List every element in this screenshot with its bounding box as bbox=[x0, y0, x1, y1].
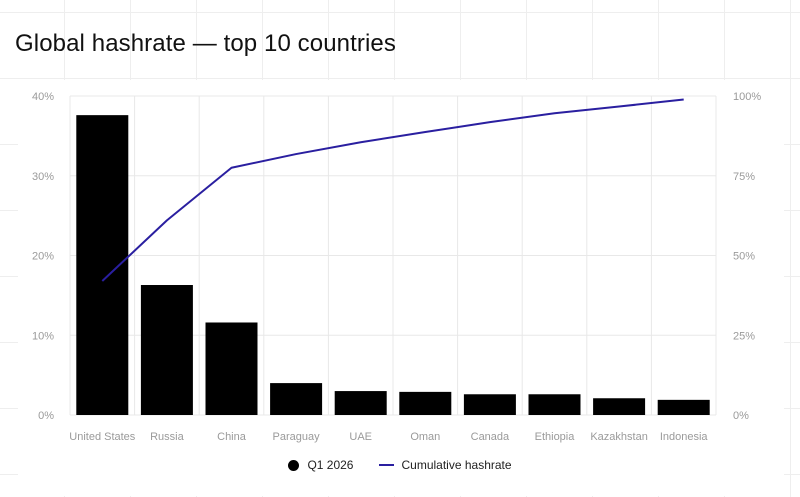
y-right-tick-label: 75% bbox=[733, 171, 755, 183]
bar bbox=[593, 398, 646, 415]
bars bbox=[76, 115, 710, 415]
y-left-tick-label: 30% bbox=[32, 171, 54, 183]
cumulative-points bbox=[102, 99, 684, 282]
chart-title: Global hashrate — top 10 countries bbox=[15, 30, 396, 57]
legend-label-q1: Q1 2026 bbox=[307, 458, 354, 472]
x-tick-label: Kazakhstan bbox=[590, 431, 647, 443]
y-left-tick-label: 20% bbox=[32, 251, 54, 263]
x-tick-label: Oman bbox=[410, 431, 440, 443]
bar bbox=[205, 322, 258, 415]
y-left-tick-label: 0% bbox=[38, 410, 54, 422]
y-left-tick-labels: 0% 10% 20% 30% 40% bbox=[32, 91, 54, 422]
bar bbox=[140, 285, 193, 415]
x-tick-label: China bbox=[217, 431, 247, 443]
bar bbox=[399, 391, 452, 415]
x-tick-label: Russia bbox=[150, 431, 185, 443]
bar bbox=[463, 394, 516, 415]
x-tick-label: Paraguay bbox=[273, 431, 321, 443]
y-right-tick-label: 0% bbox=[733, 410, 749, 422]
legend-line-icon bbox=[379, 464, 395, 466]
legend-dot-icon bbox=[288, 459, 300, 471]
bar bbox=[334, 391, 387, 415]
bar bbox=[270, 383, 323, 415]
y-right-tick-labels: 0% 25% 50% 75% 100% bbox=[733, 91, 761, 422]
y-right-tick-label: 25% bbox=[733, 330, 755, 342]
legend-item-q1: Q1 2026 bbox=[288, 458, 353, 472]
y-right-tick-label: 50% bbox=[733, 251, 755, 263]
x-tick-labels: United States Russia China Paraguay UAE Oman C… bbox=[69, 431, 708, 443]
x-tick-label: UAE bbox=[349, 431, 372, 443]
legend: Q1 2026 Cumulative hashrate bbox=[0, 458, 800, 472]
y-left-tick-label: 40% bbox=[32, 91, 54, 103]
x-tick-label: United States bbox=[69, 431, 136, 443]
y-right-tick-label: 100% bbox=[733, 91, 761, 103]
x-tick-label: Indonesia bbox=[660, 431, 709, 443]
cumulative-line bbox=[101, 98, 684, 282]
bar bbox=[528, 394, 581, 415]
x-tick-label: Canada bbox=[471, 431, 510, 443]
legend-item-cumulative: Cumulative hashrate bbox=[379, 458, 512, 472]
legend-label-cumulative: Cumulative hashrate bbox=[401, 458, 512, 472]
bar bbox=[657, 399, 710, 415]
y-left-tick-label: 10% bbox=[32, 330, 54, 342]
x-tick-label: Ethiopia bbox=[535, 431, 576, 443]
